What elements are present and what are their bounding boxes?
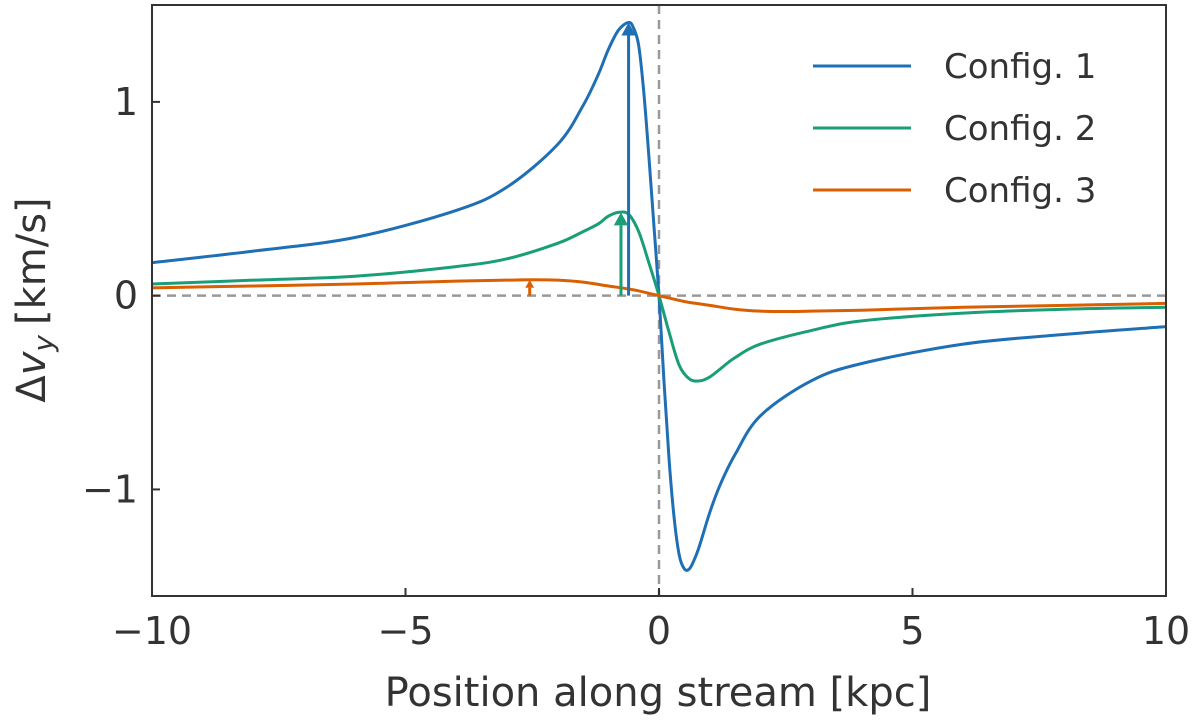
tick-layer: −10 −5 0 5 10−101 [82, 80, 1190, 653]
series-line-config-1 [151, 20, 1167, 572]
y-axis-label: Δvy [km/s] [9, 197, 60, 402]
x-axis-label: Position along stream [kpc] [385, 670, 932, 716]
x-tick-label: 5 [900, 609, 924, 653]
legend: Config. 1 Config. 2 Config. 3 [813, 47, 1096, 211]
arrow-config-3 [525, 279, 535, 296]
x-tick-label: 0 [647, 609, 671, 653]
series-layer [151, 20, 1167, 572]
legend-label: Config. 2 [944, 109, 1096, 149]
x-tick-label: 10 [1142, 609, 1190, 653]
arrow-config-2 [613, 212, 629, 296]
y-axis-label-variable: v [9, 350, 55, 375]
series-line-config-3 [151, 278, 1167, 314]
legend-item-config-2: Config. 2 [813, 109, 1096, 149]
arrow-config-1 [621, 22, 636, 296]
arrow-head [621, 22, 636, 36]
legend-label: Config. 1 [944, 47, 1096, 87]
legend-item-config-1: Config. 1 [813, 47, 1096, 87]
x-tick-label: −5 [377, 609, 433, 653]
y-tick-label: 1 [114, 80, 138, 124]
arrow-head [613, 212, 629, 226]
legend-item-config-3: Config. 3 [813, 171, 1096, 211]
y-axis-label-delta: Δ [9, 375, 55, 403]
arrow-layer [525, 22, 636, 296]
y-axis-label-unit: [km/s] [9, 197, 55, 325]
y-axis-label-subscript: y [27, 335, 60, 353]
y-tick-label: 0 [114, 274, 138, 318]
arrow-head [525, 279, 535, 288]
y-tick-label: −1 [82, 467, 138, 511]
x-tick-label: −10 [112, 609, 192, 653]
reference-lines [152, 5, 1166, 596]
legend-label: Config. 3 [944, 171, 1096, 211]
